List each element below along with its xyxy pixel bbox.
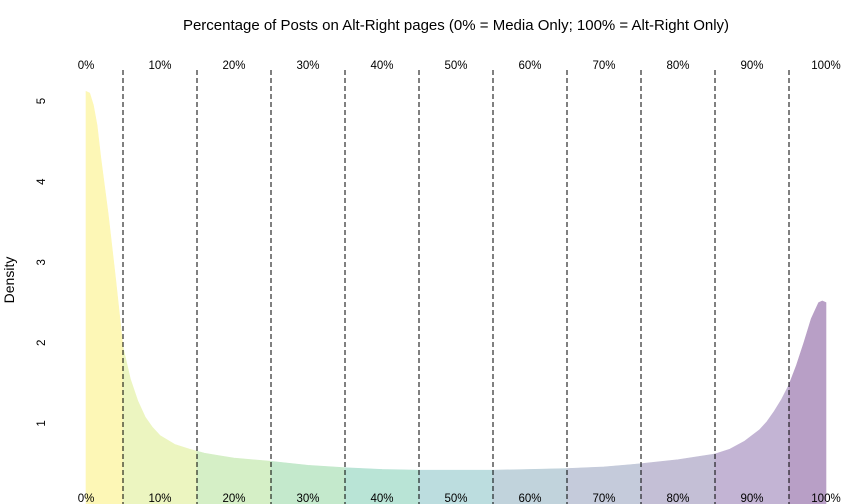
x-tick-bottom-7: 70%: [592, 493, 615, 504]
x-tick-top-1: 10%: [148, 60, 171, 72]
density-band-10: [714, 384, 790, 504]
y-tick-2: 2: [36, 340, 48, 346]
x-tick-top-6: 60%: [518, 60, 541, 72]
x-tick-bottom-5: 50%: [444, 493, 467, 504]
y-axis-label: Density: [1, 257, 17, 304]
x-tick-labels-top: 0% 10% 20% 30% 40% 50% 60% 70% 80% 90% 100%: [78, 60, 841, 72]
density-band-6: [418, 469, 494, 504]
y-tick-3: 3: [36, 259, 48, 265]
density-bands: [85, 90, 827, 504]
x-tick-bottom-8: 80%: [666, 493, 689, 504]
y-tick-4: 4: [36, 178, 48, 185]
dashed-boundaries: [122, 70, 790, 504]
x-tick-top-10: 100%: [811, 60, 840, 72]
density-band-1: [85, 90, 124, 504]
density-band-2: [122, 346, 198, 504]
x-tick-bottom-4: 40%: [370, 493, 393, 504]
y-tick-labels: 1 2 3 4 5: [36, 98, 48, 427]
x-tick-bottom-10: 100%: [811, 493, 840, 504]
x-tick-top-3: 30%: [296, 60, 319, 72]
x-tick-top-4: 40%: [370, 60, 393, 72]
x-tick-bottom-3: 30%: [296, 493, 319, 504]
density-band-7: [492, 468, 568, 504]
density-band-11: [788, 300, 827, 504]
x-tick-top-0: 0%: [78, 60, 95, 72]
chart-title: Percentage of Posts on Alt-Right pages (…: [183, 17, 729, 34]
x-tick-top-2: 20%: [222, 60, 245, 72]
density-band-4: [270, 460, 346, 504]
x-tick-bottom-9: 90%: [740, 493, 763, 504]
x-tick-bottom-6: 60%: [518, 493, 541, 504]
x-tick-bottom-1: 10%: [148, 493, 171, 504]
x-tick-top-9: 90%: [740, 60, 763, 72]
y-tick-5: 5: [36, 98, 48, 104]
x-tick-bottom-2: 20%: [222, 493, 245, 504]
x-tick-labels-bottom: 0% 10% 20% 30% 40% 50% 60% 70% 80% 90% 100%: [78, 493, 841, 504]
x-tick-top-8: 80%: [666, 60, 689, 72]
x-tick-bottom-0: 0%: [78, 493, 95, 504]
x-tick-top-5: 50%: [444, 60, 467, 72]
x-tick-top-7: 70%: [592, 60, 615, 72]
y-tick-1: 1: [36, 420, 48, 426]
